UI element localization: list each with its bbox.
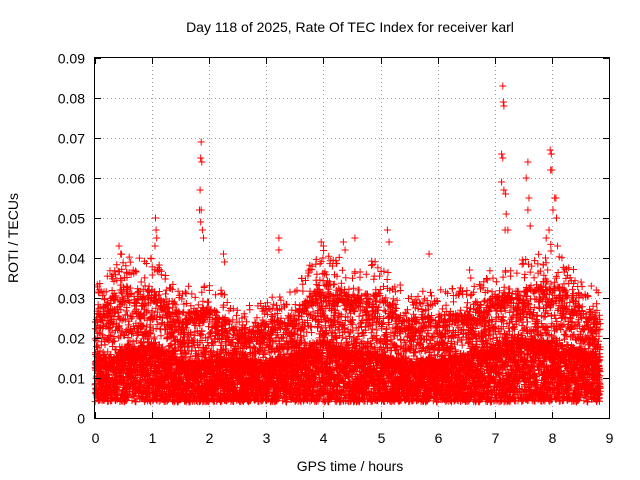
data-point (110, 337, 118, 345)
data-point (316, 276, 324, 284)
data-point (188, 290, 196, 298)
data-point (217, 286, 225, 294)
data-point (125, 321, 132, 329)
data-point (212, 291, 220, 299)
data-point (102, 288, 110, 296)
data-point (125, 253, 133, 261)
data-point (101, 341, 109, 349)
chart-title: Day 118 of 2025, Rate Of TEC Index for r… (186, 19, 514, 35)
data-point (141, 274, 149, 282)
data-point (135, 254, 143, 262)
data-point (125, 341, 133, 349)
data-point (122, 262, 130, 270)
data-point (121, 297, 129, 305)
data-point (147, 255, 155, 263)
data-point (99, 292, 107, 300)
data-point (132, 398, 140, 406)
data-point (107, 351, 115, 358)
data-point (308, 329, 316, 337)
data-point (110, 315, 118, 323)
data-point (246, 306, 254, 314)
data-point (118, 265, 126, 273)
data-point (123, 304, 131, 311)
data-point (150, 333, 158, 341)
data-point (121, 316, 129, 324)
data-point (123, 274, 131, 281)
data-point (124, 311, 131, 319)
data-point (205, 298, 212, 306)
data-point (117, 274, 125, 282)
data-point (162, 272, 170, 279)
data-points (91, 82, 604, 406)
data-point (112, 292, 120, 300)
data-point (206, 282, 213, 290)
data-point (199, 297, 207, 305)
data-point (104, 335, 112, 343)
data-point (126, 258, 134, 266)
data-point (106, 331, 114, 339)
data-point (191, 293, 199, 301)
data-point (96, 347, 104, 355)
data-point (108, 328, 116, 336)
data-point (268, 293, 276, 301)
data-point (299, 287, 307, 295)
data-point (157, 271, 165, 279)
data-point (124, 394, 132, 402)
data-point (96, 280, 104, 287)
data-point (233, 306, 241, 314)
data-point (162, 290, 169, 298)
data-point (185, 282, 193, 290)
data-point (313, 270, 321, 278)
data-point (137, 278, 145, 286)
data-point (115, 302, 123, 310)
data-point (113, 261, 121, 269)
data-point (111, 267, 119, 275)
data-point (95, 323, 103, 331)
data-point (276, 293, 284, 301)
data-point (92, 325, 100, 333)
